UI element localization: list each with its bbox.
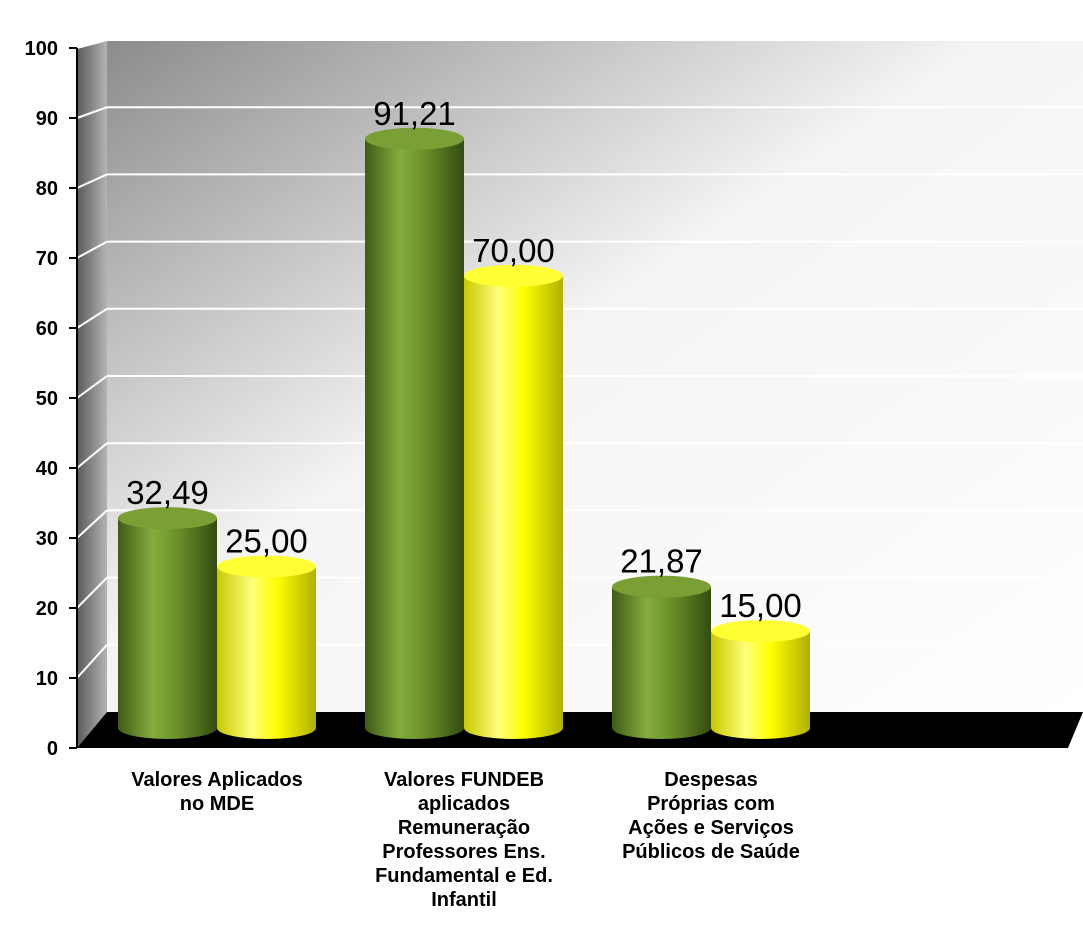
y-tick-label: 30 bbox=[36, 528, 58, 550]
gridline-side bbox=[76, 509, 108, 539]
bar-body bbox=[365, 138, 464, 740]
y-tick-label: 100 bbox=[25, 38, 58, 60]
data-label: 21,87 bbox=[620, 543, 703, 580]
chart-side-wall bbox=[77, 40, 107, 748]
gridline-side bbox=[76, 39, 108, 49]
y-tick-label: 90 bbox=[36, 108, 58, 130]
gridline-side bbox=[76, 307, 108, 329]
gridline-side bbox=[76, 644, 108, 679]
data-label: 70,00 bbox=[472, 232, 555, 269]
y-tick-label: 60 bbox=[36, 318, 58, 340]
bar-body bbox=[711, 631, 810, 740]
bar bbox=[118, 507, 217, 739]
bar bbox=[711, 620, 810, 740]
y-tick-label: 50 bbox=[36, 388, 58, 410]
y-tick-label: 80 bbox=[36, 178, 58, 200]
bar-top bbox=[612, 575, 711, 598]
bar-top bbox=[118, 507, 217, 530]
data-label: 15,00 bbox=[719, 587, 802, 624]
bar bbox=[612, 575, 711, 740]
y-tick-label: 10 bbox=[36, 668, 58, 690]
data-label: 32,49 bbox=[126, 474, 209, 511]
bar-top bbox=[464, 264, 563, 287]
x-category-label: Valores Aplicados no MDE bbox=[131, 769, 303, 815]
bar-body bbox=[464, 275, 563, 740]
data-label: 91,21 bbox=[373, 95, 456, 132]
bar-top bbox=[711, 620, 810, 643]
gridline-side bbox=[76, 375, 108, 399]
gridline-side bbox=[76, 442, 108, 469]
x-category-label: Valores FUNDEB aplicados Remuneração Profes… bbox=[375, 769, 553, 911]
y-tick-label: 40 bbox=[36, 458, 58, 480]
y-tick-label: 70 bbox=[36, 248, 58, 270]
data-label: 25,00 bbox=[225, 523, 308, 560]
y-axis-ticks: 0 10 20 30 40 50 60 70 80 90 100 bbox=[25, 38, 77, 760]
gridline-side bbox=[76, 576, 108, 609]
bar bbox=[464, 264, 563, 740]
chart-corner-notch bbox=[988, 0, 1083, 40]
x-axis-labels: Valores Aplicados no MDE Valores FUNDEB apl… bbox=[131, 769, 800, 911]
y-tick-label: 20 bbox=[36, 598, 58, 620]
bars bbox=[118, 127, 810, 740]
gridline-side bbox=[76, 173, 108, 189]
bar-body bbox=[612, 586, 711, 740]
gridline-side bbox=[76, 106, 108, 119]
data-labels: 32,49 91,21 21,87 25,00 70,00 15,00 bbox=[126, 95, 802, 624]
bar-body bbox=[118, 518, 217, 739]
bar-top bbox=[365, 127, 464, 150]
bar-top bbox=[217, 555, 316, 578]
bar bbox=[365, 127, 464, 740]
y-tick-label: 0 bbox=[47, 738, 58, 760]
x-category-label: Despesas Próprias com Ações e Serviços Públ… bbox=[622, 769, 800, 863]
bar bbox=[217, 555, 316, 740]
gridline-side bbox=[76, 240, 108, 259]
chart-floor bbox=[77, 712, 1083, 748]
bar-body bbox=[217, 566, 316, 740]
